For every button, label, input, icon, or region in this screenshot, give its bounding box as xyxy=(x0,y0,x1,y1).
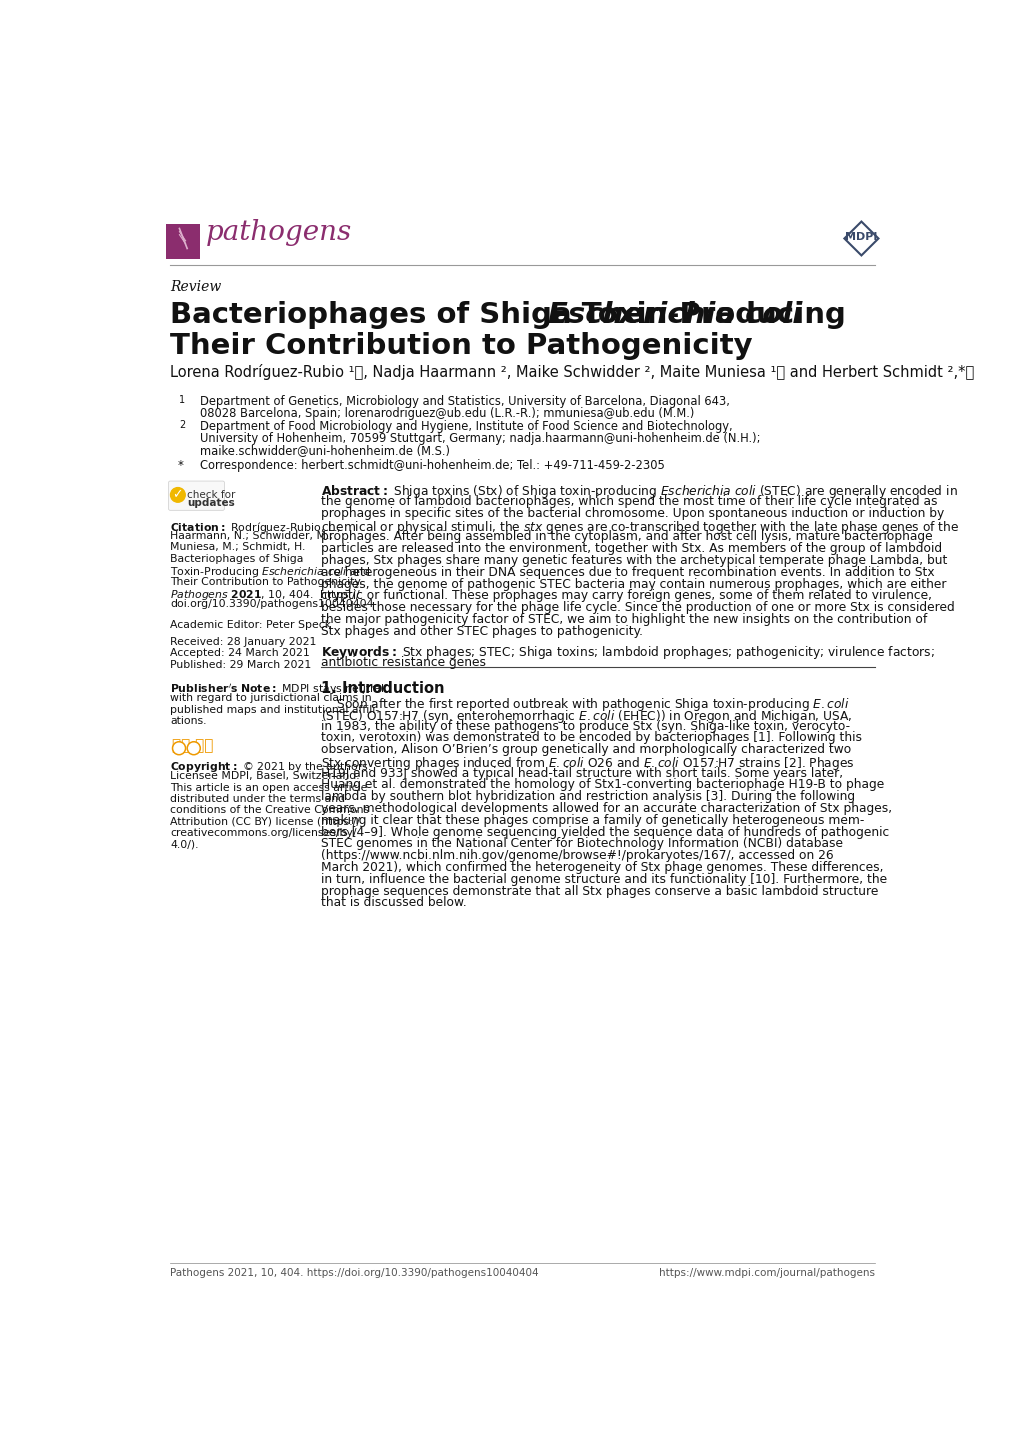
Circle shape xyxy=(172,741,185,754)
Text: $\bf{Citation:}$ Rodríguez-Rubio, L.;: $\bf{Citation:}$ Rodríguez-Rubio, L.; xyxy=(170,519,340,535)
Text: This article is an open access article: This article is an open access article xyxy=(170,783,367,793)
Text: Received: 28 January 2021: Received: 28 January 2021 xyxy=(170,637,316,647)
Text: Licensee MDPI, Basel, Switzerland.: Licensee MDPI, Basel, Switzerland. xyxy=(170,771,360,782)
Text: $\it{Pathogens}$ $\bf{2021}$, $\it{10}$, 404.  https://: $\it{Pathogens}$ $\bf{2021}$, $\it{10}$,… xyxy=(170,588,361,601)
Text: chemical or physical stimuli, the $\it{stx}$ genes are co-transcribed together w: chemical or physical stimuli, the $\it{s… xyxy=(321,519,959,535)
Text: Bacteriophages of Shiga Toxin-Producing                                    and: Bacteriophages of Shiga Toxin-Producing … xyxy=(170,301,1019,329)
Text: making it clear that these phages comprise a family of genetically heterogeneous: making it clear that these phages compri… xyxy=(321,813,864,826)
Text: Academic Editor: Peter Speck: Academic Editor: Peter Speck xyxy=(170,620,331,630)
Text: in turn, influence the bacterial genome structure and its functionality [10]. Fu: in turn, influence the bacterial genome … xyxy=(321,872,887,885)
Text: prophages in specific sites of the bacterial chromosome. Upon spontaneous induct: prophages in specific sites of the bacte… xyxy=(321,508,944,521)
Text: Escherichia coli: Escherichia coli xyxy=(548,301,802,329)
Text: 08028 Barcelona, Spain; lorenarodriguez@ub.edu (L.R.-R.); mmuniesa@ub.edu (M.M.): 08028 Barcelona, Spain; lorenarodriguez@… xyxy=(200,407,693,420)
Text: Department of Food Microbiology and Hygiene, Institute of Food Science and Biote: Department of Food Microbiology and Hygi… xyxy=(200,420,732,433)
Text: Correspondence: herbert.schmidt@uni-hohenheim.de; Tel.: +49-711-459-2-2305: Correspondence: herbert.schmidt@uni-hohe… xyxy=(200,459,663,472)
Text: observation, Alison O’Brien’s group genetically and morphologically characterize: observation, Alison O’Brien’s group gene… xyxy=(321,743,851,756)
Text: $\bf{Abstract:}$ Shiga toxins (Stx) of Shiga toxin-producing $\it{Escherichia\ c: $\bf{Abstract:}$ Shiga toxins (Stx) of S… xyxy=(321,483,957,500)
Circle shape xyxy=(170,487,185,502)
Text: toxin, verotoxin) was demonstrated to be encoded by bacteriophages [1]. Followin: toxin, verotoxin) was demonstrated to be… xyxy=(321,731,861,744)
Text: cryptic or functional. These prophages may carry foreign genes, some of them rel: cryptic or functional. These prophages m… xyxy=(321,590,931,603)
Text: Huang et al. demonstrated the homology of Stx1-converting bacteriophage H19-B to: Huang et al. demonstrated the homology o… xyxy=(321,779,883,792)
Text: particles are released into the environment, together with Stx. As members of th: particles are released into the environm… xyxy=(321,542,942,555)
Text: besides those necessary for the phage life cycle. Since the production of one or: besides those necessary for the phage li… xyxy=(321,601,954,614)
Text: Haarmann, N.; Schwidder, M.;: Haarmann, N.; Schwidder, M.; xyxy=(170,531,333,541)
Text: updates: updates xyxy=(187,497,234,508)
Text: bers [4–9]. Whole genome sequencing yielded the sequence data of hundreds of pat: bers [4–9]. Whole genome sequencing yiel… xyxy=(321,826,889,839)
Text: University of Hohenheim, 70599 Stuttgart, Germany; nadja.haarmann@uni-hohenheim.: University of Hohenheim, 70599 Stuttgart… xyxy=(200,433,759,446)
Text: $\bf{Copyright:}$ © 2021 by the authors.: $\bf{Copyright:}$ © 2021 by the authors. xyxy=(170,760,371,774)
Text: Lorena Rodríguez-Rubio ¹ⓘ, Nadja Haarmann ², Maike Schwidder ², Maite Muniesa ¹ⓘ: Lorena Rodríguez-Rubio ¹ⓘ, Nadja Haarman… xyxy=(170,363,973,381)
Text: 2: 2 xyxy=(179,420,185,430)
Text: distributed under the terms and: distributed under the terms and xyxy=(170,795,344,805)
Text: Their Contribution to Pathogenicity: Their Contribution to Pathogenicity xyxy=(170,332,752,359)
Text: Published: 29 March 2021: Published: 29 March 2021 xyxy=(170,659,311,669)
Text: MDPI: MDPI xyxy=(845,232,876,242)
Text: phages, the genome of pathogenic STEC bacteria may contain numerous prophages, w: phages, the genome of pathogenic STEC ba… xyxy=(321,578,946,591)
Text: Attribution (CC BY) license (https://: Attribution (CC BY) license (https:// xyxy=(170,816,360,826)
Text: Their Contribution to Pathogenicity.: Their Contribution to Pathogenicity. xyxy=(170,577,363,587)
Text: published maps and institutional affili-: published maps and institutional affili- xyxy=(170,705,379,715)
Text: $\bf{Keywords:}$ Stx phages; STEC; Shiga toxins; lambdoid prophages; pathogenici: $\bf{Keywords:}$ Stx phages; STEC; Shiga… xyxy=(321,645,934,662)
Text: years, methodological developments allowed for an accurate characterization of S: years, methodological developments allow… xyxy=(321,802,892,815)
Text: antibiotic resistance genes: antibiotic resistance genes xyxy=(321,656,486,669)
Text: prophages. After being assembled in the cytoplasm, and after host cell lysis, ma: prophages. After being assembled in the … xyxy=(321,531,932,544)
Text: conditions of the Creative Commons: conditions of the Creative Commons xyxy=(170,806,369,815)
Text: https://www.mdpi.com/journal/pathogens: https://www.mdpi.com/journal/pathogens xyxy=(658,1268,874,1278)
Text: 1. Introduction: 1. Introduction xyxy=(321,681,444,695)
FancyBboxPatch shape xyxy=(168,482,224,510)
Text: check for: check for xyxy=(187,489,235,499)
Text: maike.schwidder@uni-hohenheim.de (M.S.): maike.schwidder@uni-hohenheim.de (M.S.) xyxy=(200,444,449,457)
Text: H19J and 933J showed a typical head-tail structure with short tails. Some years : H19J and 933J showed a typical head-tail… xyxy=(321,767,843,780)
Text: 4.0/).: 4.0/). xyxy=(170,839,199,849)
Circle shape xyxy=(174,743,183,753)
FancyBboxPatch shape xyxy=(166,224,200,260)
Text: $\bf{Publisher's\ Note:}$ MDPI stays neutral: $\bf{Publisher's\ Note:}$ MDPI stays neu… xyxy=(170,682,384,696)
Polygon shape xyxy=(844,222,877,255)
Text: Bacteriophages of Shiga: Bacteriophages of Shiga xyxy=(170,554,304,564)
Text: that is discussed below.: that is discussed below. xyxy=(321,897,467,910)
Text: ations.: ations. xyxy=(170,717,207,725)
Text: ✓: ✓ xyxy=(172,489,183,502)
Text: prophage sequences demonstrate that all Stx phages conserve a basic lambdoid str: prophage sequences demonstrate that all … xyxy=(321,884,877,897)
Text: ⒸⒸ Ⓑⓨ: ⒸⒸ Ⓑⓨ xyxy=(171,738,213,753)
Text: creativecommons.org/licenses/by/: creativecommons.org/licenses/by/ xyxy=(170,828,357,838)
Text: the genome of lambdoid bacteriophages, which spend the most time of their life c: the genome of lambdoid bacteriophages, w… xyxy=(321,495,936,508)
Text: are heterogeneous in their DNA sequences due to frequent recombination events. I: are heterogeneous in their DNA sequences… xyxy=(321,565,934,578)
Text: Toxin-Producing $\it{Escherichia\ coli}$ and: Toxin-Producing $\it{Escherichia\ coli}$… xyxy=(170,565,371,580)
Text: *: * xyxy=(177,459,183,472)
Text: Department of Genetics, Microbiology and Statistics, University of Barcelona, Di: Department of Genetics, Microbiology and… xyxy=(200,395,729,408)
Circle shape xyxy=(189,743,199,753)
Text: Stx converting phages induced from $\it{E. coli}$ O26 and $\it{E. coli}$ O157:H7: Stx converting phages induced from $\it{… xyxy=(321,756,854,771)
Text: STEC genomes in the National Center for Biotechnology Information (NCBI) databas: STEC genomes in the National Center for … xyxy=(321,838,843,851)
Text: Stx phages and other STEC phages to pathogenicity.: Stx phages and other STEC phages to path… xyxy=(321,624,643,637)
Text: lambda by southern blot hybridization and restriction analysis [3]. During the f: lambda by southern blot hybridization an… xyxy=(321,790,855,803)
Text: March 2021), which confirmed the heterogeneity of Stx phage genomes. These diffe: March 2021), which confirmed the heterog… xyxy=(321,861,882,874)
Text: in 1983, the ability of these pathogens to produce Stx (syn. Shiga-like toxin, v: in 1983, the ability of these pathogens … xyxy=(321,720,850,733)
Text: Review: Review xyxy=(170,280,221,294)
Circle shape xyxy=(187,741,200,754)
Text: Accepted: 24 March 2021: Accepted: 24 March 2021 xyxy=(170,649,310,659)
Text: Pathogens 2021, 10, 404. https://doi.org/10.3390/pathogens10040404: Pathogens 2021, 10, 404. https://doi.org… xyxy=(170,1268,538,1278)
Text: doi.org/10.3390/pathogens10040404: doi.org/10.3390/pathogens10040404 xyxy=(170,600,373,610)
Text: 1: 1 xyxy=(179,395,185,405)
Text: Muniesa, M.; Schmidt, H.: Muniesa, M.; Schmidt, H. xyxy=(170,542,306,552)
Text: (STEC) O157:H7 (syn. enterohemorrhagic $\it{E. coli}$ (EHEC)) in Oregon and Mich: (STEC) O157:H7 (syn. enterohemorrhagic $… xyxy=(321,708,852,725)
Text: the major pathogenicity factor of STEC, we aim to highlight the new insights on : the major pathogenicity factor of STEC, … xyxy=(321,613,926,626)
Text: Soon after the first reported outbreak with pathogenic Shiga toxin-producing $\i: Soon after the first reported outbreak w… xyxy=(321,696,849,712)
Text: pathogens: pathogens xyxy=(206,219,352,245)
Text: phages, Stx phages share many genetic features with the archetypical temperate p: phages, Stx phages share many genetic fe… xyxy=(321,554,947,567)
Text: with regard to jurisdictional claims in: with regard to jurisdictional claims in xyxy=(170,694,371,704)
Text: (https://www.ncbi.nlm.nih.gov/genome/browse#!/prokaryotes/167/, accessed on 26: (https://www.ncbi.nlm.nih.gov/genome/bro… xyxy=(321,849,834,862)
